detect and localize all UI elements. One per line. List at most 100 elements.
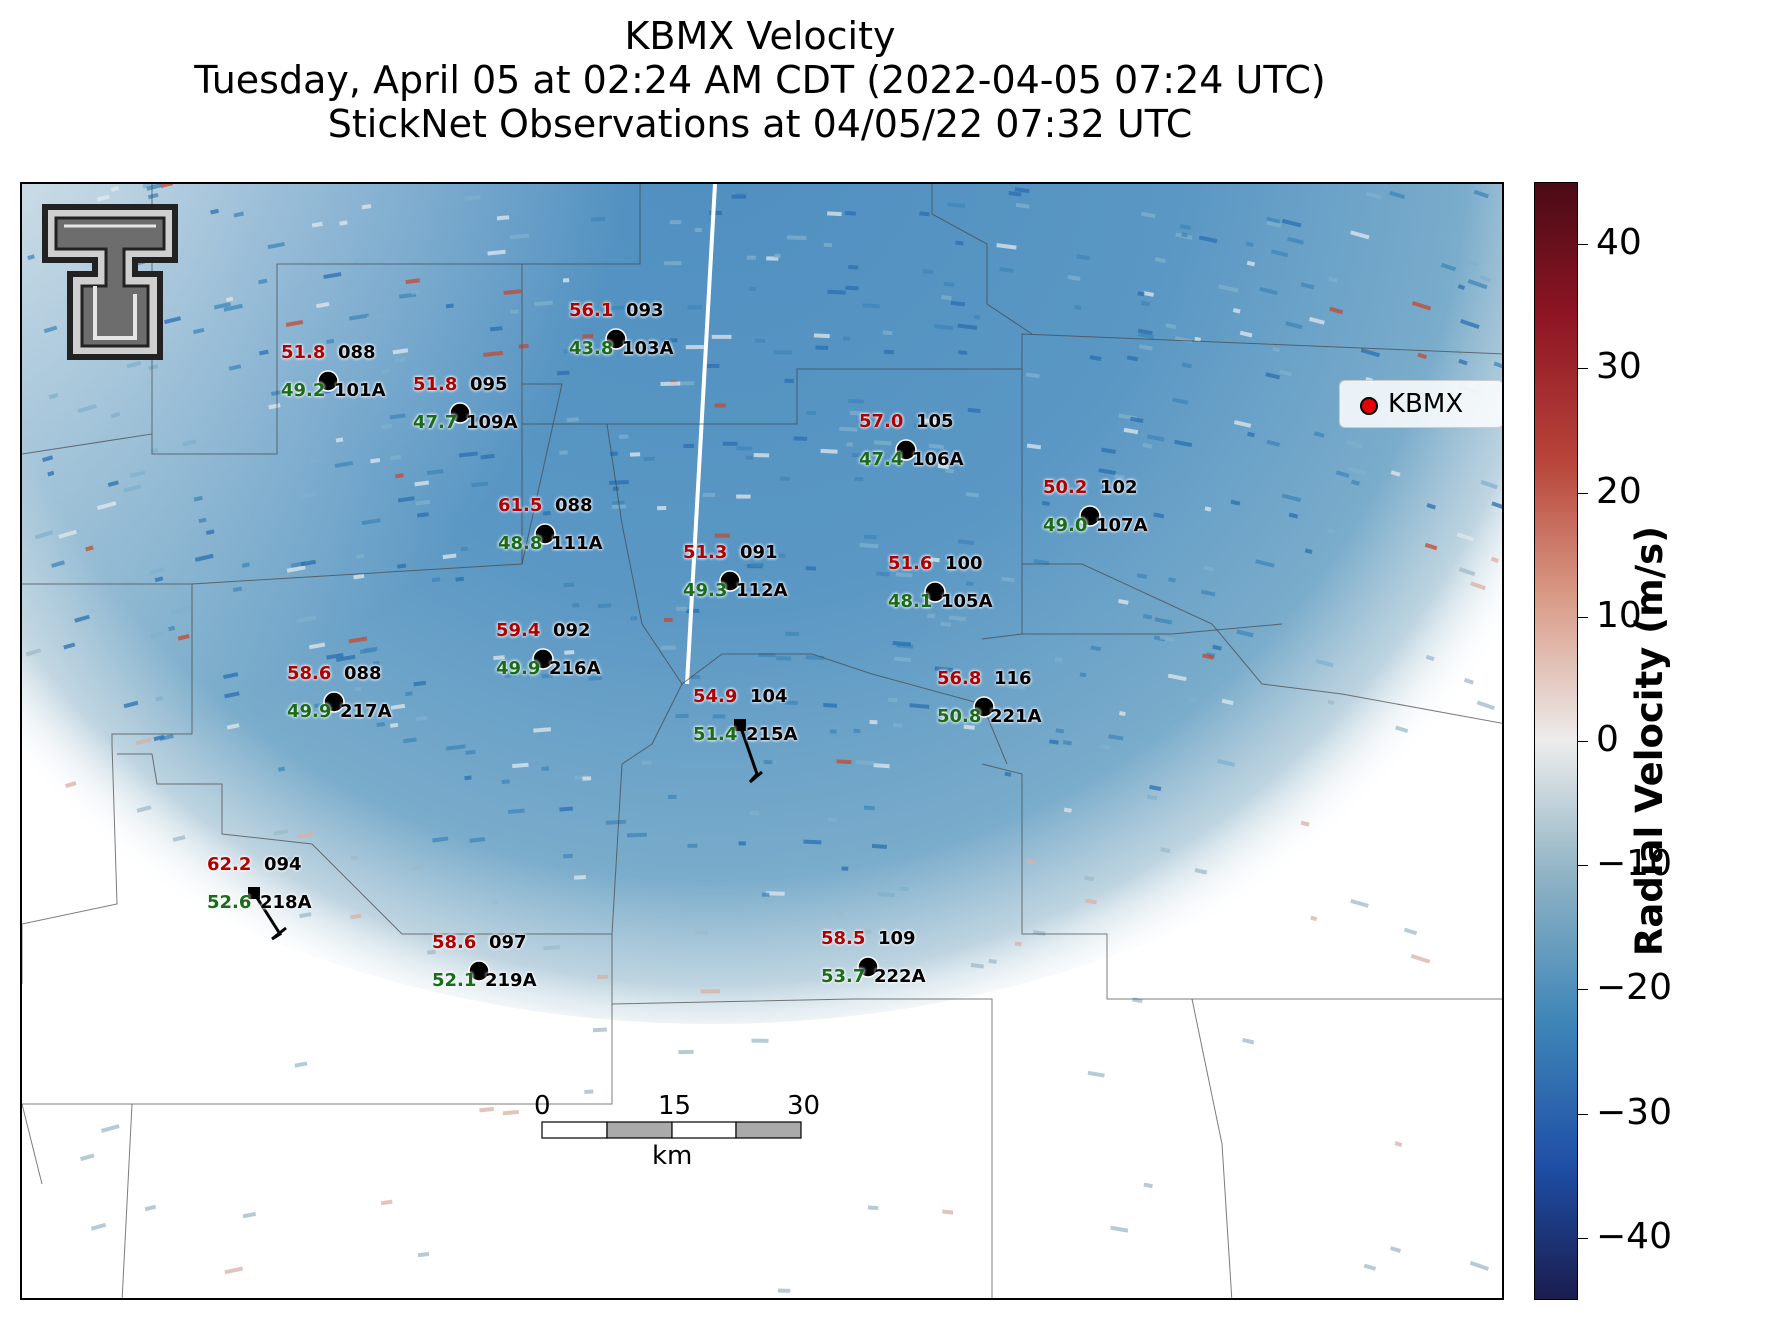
plot-title: KBMX Velocity Tuesday, April 05 at 02:24… xyxy=(20,14,1500,146)
title-line-2: Tuesday, April 05 at 02:24 AM CDT (2022-… xyxy=(194,58,1326,102)
station-marker-111A[interactable] xyxy=(534,523,556,545)
colorbar-tick xyxy=(1578,492,1588,494)
velocity-speckle xyxy=(25,184,1502,1293)
station-wind: 53.7 xyxy=(821,966,866,987)
station-id: 222A xyxy=(874,966,926,987)
station-marker-216A[interactable] xyxy=(532,648,554,670)
texas-tech-double-t-logo xyxy=(42,204,178,360)
colorbar-tick-label: 10 xyxy=(1596,594,1642,636)
radial-beam-gap xyxy=(685,184,717,685)
station-wind: 48.8 xyxy=(498,533,543,554)
colorbar-tick xyxy=(1578,244,1588,246)
station-id: 101A xyxy=(334,380,386,401)
station-direction: 105 xyxy=(916,411,954,432)
station-gust: 58.6 xyxy=(432,932,477,953)
station-marker-109A[interactable] xyxy=(449,402,471,424)
station-direction: 088 xyxy=(555,495,593,516)
station-markers xyxy=(248,328,1101,982)
station-wind: 49.9 xyxy=(496,658,541,679)
station-gust: 56.8 xyxy=(937,668,982,689)
radar-velocity-field xyxy=(22,184,1502,1298)
station-wind: 43.8 xyxy=(569,338,614,359)
colorbar-tick-label: −40 xyxy=(1596,1215,1672,1257)
colorbar-tick xyxy=(1578,368,1588,370)
station-marker-112A[interactable] xyxy=(719,570,741,592)
colorbar-tick-label: −20 xyxy=(1596,967,1672,1009)
station-wind: 51.4 xyxy=(693,724,738,745)
station-gust: 57.0 xyxy=(859,411,904,432)
station-gust: 51.8 xyxy=(413,374,458,395)
station-marker-105A[interactable] xyxy=(924,581,946,603)
station-id: 219A xyxy=(485,970,537,991)
station-id: 218A xyxy=(260,892,312,913)
station-gust: 62.2 xyxy=(207,854,252,875)
legend-label: KBMX xyxy=(1388,389,1464,419)
station-marker-103A[interactable] xyxy=(605,328,627,350)
station-direction: 088 xyxy=(338,342,376,363)
scale-label-30: 30 xyxy=(787,1091,821,1121)
station-gust: 58.6 xyxy=(287,663,332,684)
station-marker-101A[interactable] xyxy=(317,370,339,392)
station-direction: 104 xyxy=(750,686,788,707)
station-wind: 49.2 xyxy=(281,380,326,401)
station-id: 221A xyxy=(990,706,1042,727)
station-wind: 50.8 xyxy=(937,706,982,727)
station-gust: 58.5 xyxy=(821,928,866,949)
station-gust: 59.4 xyxy=(496,620,541,641)
station-id: 216A xyxy=(549,658,601,679)
station-marker-218A[interactable] xyxy=(248,887,260,899)
station-direction: 092 xyxy=(553,620,591,641)
colorbar-tick-label: −30 xyxy=(1596,1091,1672,1133)
station-gust: 51.3 xyxy=(683,542,728,563)
radar-map[interactable]: KBMX 0 15 30 km 51.8 088 49.2 101A 51.8 095 47… xyxy=(20,182,1504,1300)
colorbar-tick xyxy=(1578,865,1588,867)
scale-bar xyxy=(541,1121,802,1139)
station-gust: 61.5 xyxy=(498,495,543,516)
scale-unit-label: km xyxy=(652,1141,693,1171)
station-wind: 48.1 xyxy=(888,591,933,612)
station-gust: 56.1 xyxy=(569,300,614,321)
colorbar-tick xyxy=(1578,989,1588,991)
colorbar-tick xyxy=(1578,616,1588,618)
title-line-3: StickNet Observations at 04/05/22 07:32 … xyxy=(327,102,1193,146)
station-id: 112A xyxy=(736,580,788,601)
station-direction: 094 xyxy=(264,854,302,875)
map-legend: KBMX xyxy=(1339,380,1502,428)
station-direction: 097 xyxy=(489,932,527,953)
colorbar-tick xyxy=(1578,741,1588,742)
station-marker-222A[interactable] xyxy=(857,956,879,978)
station-direction: 093 xyxy=(626,300,664,321)
station-wind: 52.1 xyxy=(432,970,477,991)
station-direction: 091 xyxy=(740,542,778,563)
station-id: 109A xyxy=(466,412,518,433)
station-marker-217A[interactable] xyxy=(323,691,345,713)
station-id: 215A xyxy=(746,724,798,745)
station-marker-221A[interactable] xyxy=(973,696,995,718)
radar-site-marker-icon xyxy=(1360,397,1378,415)
station-id: 217A xyxy=(340,701,392,722)
station-id: 105A xyxy=(941,591,993,612)
station-wind: 49.0 xyxy=(1043,515,1088,536)
colorbar-title: Radial Velocity (m/s) xyxy=(1628,525,1671,957)
station-wind: 49.3 xyxy=(683,580,728,601)
county-boundaries xyxy=(22,184,1502,1298)
station-marker-107A[interactable] xyxy=(1079,505,1101,527)
station-marker-219A[interactable] xyxy=(468,960,490,982)
colorbar-tick-label: −10 xyxy=(1596,843,1672,885)
station-direction: 109 xyxy=(878,928,916,949)
station-direction: 102 xyxy=(1100,477,1138,498)
low-velocity-region xyxy=(22,184,1502,784)
station-marker-215A[interactable] xyxy=(734,719,746,731)
station-gust: 51.8 xyxy=(281,342,326,363)
scale-label-0: 0 xyxy=(534,1091,551,1121)
station-gust: 51.6 xyxy=(888,553,933,574)
colorbar-tick-label: 40 xyxy=(1596,222,1642,264)
station-gust: 54.9 xyxy=(693,686,738,707)
scale-label-15: 15 xyxy=(658,1091,692,1121)
colorbar-tick-label: 30 xyxy=(1596,346,1642,388)
station-id: 107A xyxy=(1096,515,1148,536)
station-id: 106A xyxy=(912,449,964,470)
station-direction: 100 xyxy=(945,553,983,574)
station-wind: 49.9 xyxy=(287,701,332,722)
station-marker-106A[interactable] xyxy=(895,439,917,461)
